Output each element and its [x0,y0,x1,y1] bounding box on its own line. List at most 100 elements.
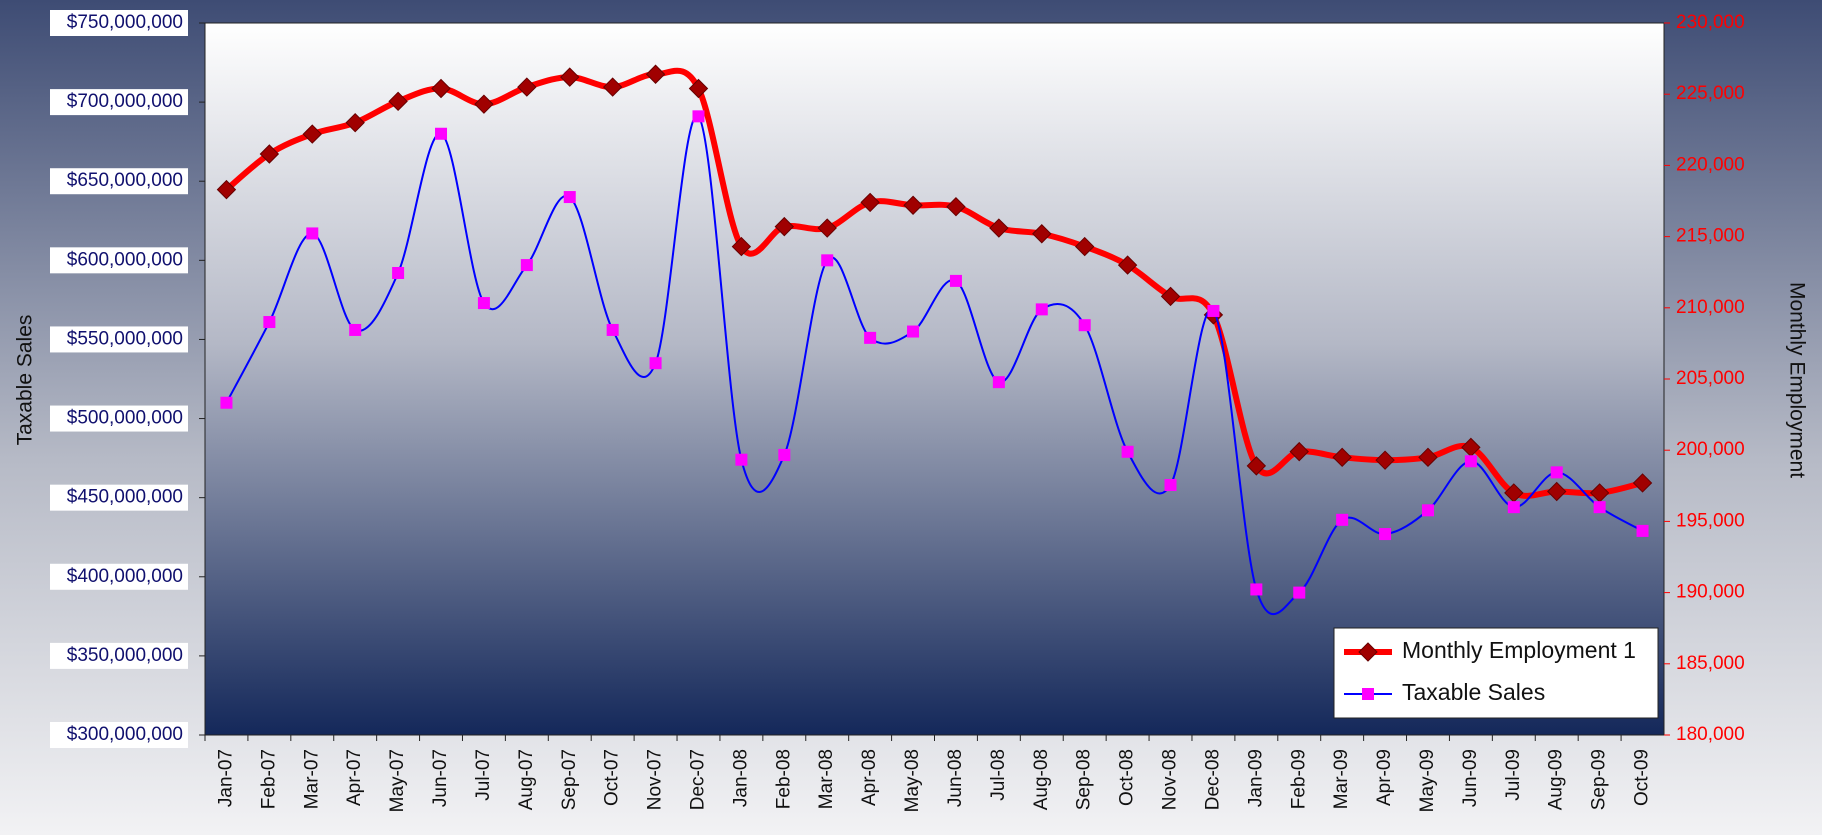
data-point [1246,456,1267,476]
x-tick-label: Aug-07 [516,749,537,810]
data-point [1421,504,1434,517]
y-tick-label: $350,000,000 [67,645,183,666]
x-tick-label: Jul-07 [473,749,494,801]
y-tick-label-box [50,10,188,36]
x-tick-label: Oct-08 [1117,749,1138,806]
y2-tick-label: 210,000 [1676,297,1745,318]
x-tick-label: May-09 [1417,749,1438,812]
y-tick-label-box [50,247,188,274]
y2-axis-label: Monthly Employment [1785,282,1808,478]
data-point [774,216,795,237]
data-point [216,179,237,200]
y-tick-label-box [50,89,188,116]
legend-marker [1362,688,1374,700]
x-tick-label: Jun-09 [1460,749,1481,807]
x-tick-label: Sep-08 [1074,749,1095,810]
data-point [817,218,837,238]
data-point [649,357,662,370]
data-point [606,323,619,336]
x-tick-label: Jun-07 [430,749,451,807]
x-tick-label: May-07 [387,749,408,812]
data-point [1507,501,1520,514]
y-tick-label: $300,000,000 [67,724,183,745]
data-point [1160,286,1181,307]
data-point [259,144,280,164]
data-point [602,77,623,97]
data-point [1464,455,1477,468]
y2-tick-label: 205,000 [1676,368,1745,389]
data-point [992,376,1005,389]
x-tick-label: Nov-07 [645,749,666,810]
data-point [688,78,709,99]
data-point [645,64,666,84]
data-point [1121,445,1134,458]
data-point [1074,236,1095,257]
data-point [692,110,705,123]
data-point [1332,447,1352,468]
y2-tick-label: 230,000 [1676,12,1745,33]
data-point [263,316,276,329]
data-point [1375,450,1395,470]
data-point [946,196,966,217]
data-point [903,195,923,215]
data-point [1632,473,1653,493]
x-tick-label: Mar-09 [1331,749,1352,809]
y-tick-label-box [50,168,188,195]
data-point [949,274,962,287]
y2-tick-label: 195,000 [1676,510,1745,531]
x-tick-label: Nov-08 [1160,749,1181,810]
y-tick-label: $650,000,000 [67,170,183,191]
data-point [1379,528,1392,541]
x-tick-label: Apr-08 [859,749,880,806]
y2-tick-label: 190,000 [1676,582,1745,603]
data-point [392,266,405,279]
data-point [1550,466,1563,479]
data-point [731,236,752,257]
x-tick-label: Sep-07 [559,749,580,810]
y-tick-label: $500,000,000 [67,408,183,429]
plot-area [204,22,1665,736]
data-point [517,77,537,97]
y-tick-label: $550,000,000 [67,328,183,349]
y-tick-label-box [50,642,188,669]
y-tick-label-box [50,484,188,511]
x-tick-label: Oct-07 [602,749,623,806]
y-tick-label-box [50,563,188,590]
x-tick-label: Apr-07 [344,749,365,806]
data-point [431,78,451,99]
x-tick-label: Jul-08 [988,749,1009,801]
data-point [864,331,877,344]
data-point [306,227,319,240]
data-point [302,124,322,144]
data-point [1207,304,1220,317]
data-point [989,218,1009,238]
x-tick-label: Oct-09 [1632,749,1653,806]
x-tick-label: Mar-08 [816,749,837,809]
data-point [474,94,494,114]
x-tick-label: Dec-07 [688,749,709,810]
data-point [821,254,834,267]
data-point [345,112,365,133]
y-tick-label: $450,000,000 [67,487,183,508]
data-point [1593,501,1606,514]
y-tick-label: $700,000,000 [67,91,183,112]
data-point [778,448,791,461]
data-point [1293,586,1306,599]
data-point [220,396,233,409]
legend: Monthly Employment 1 Taxable Sales [1333,627,1659,719]
y2-tick-label: 180,000 [1676,724,1745,745]
data-point [560,67,580,87]
data-point [1032,224,1052,244]
data-point [735,453,748,466]
y2-tick-label: 220,000 [1676,154,1745,175]
y2-tick-label: 185,000 [1676,653,1745,674]
y2-tick-label: 225,000 [1676,83,1745,104]
x-tick-label: Dec-08 [1202,749,1223,810]
x-tick-label: Apr-09 [1374,749,1395,806]
data-point [1078,319,1091,332]
data-point [349,323,362,336]
y2-tick-label: 200,000 [1676,439,1745,460]
x-tick-label: Jan-07 [215,749,236,807]
x-tick-label: May-08 [902,749,923,812]
x-tick-label: Jan-08 [730,749,751,807]
